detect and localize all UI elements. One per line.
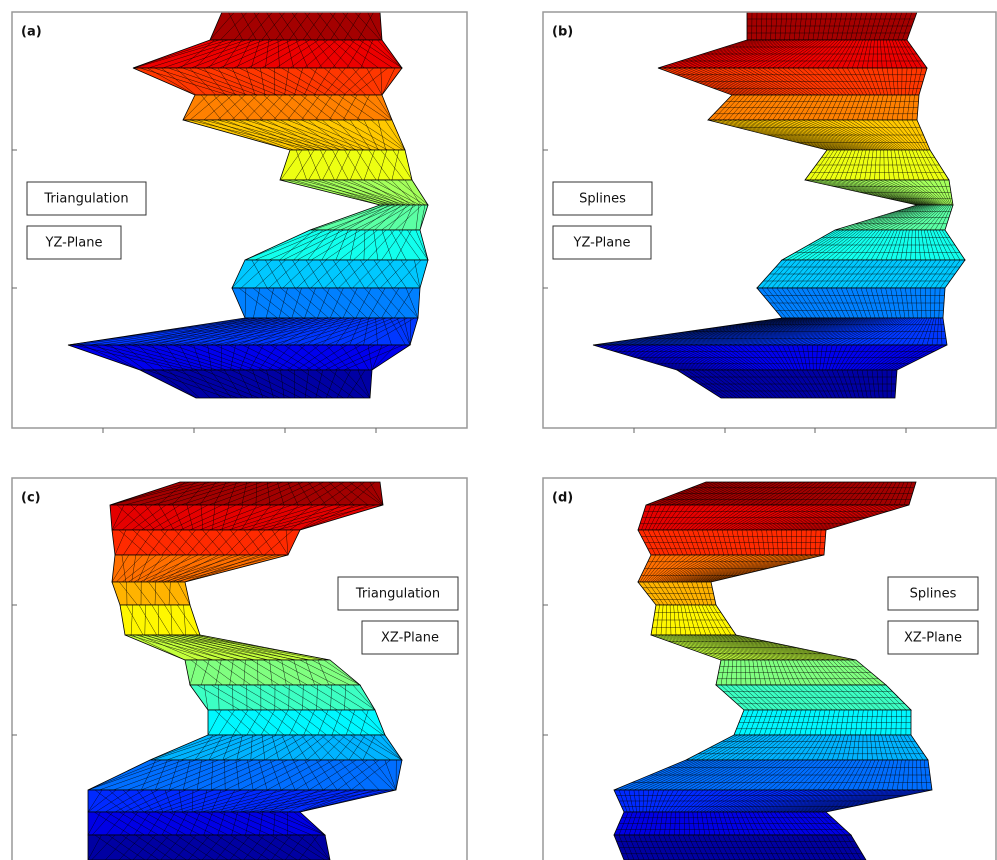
panel-label: (a) [21,25,42,40]
surface-band [68,318,418,345]
label-text: YZ-Plane [45,236,103,251]
surface-band [232,260,428,288]
surface-band [68,345,410,370]
label-text: Splines [579,192,626,207]
surface-band [210,12,382,40]
label-text: Splines [910,587,957,602]
panel-label: (d) [552,491,573,506]
surface-band [245,230,428,260]
surfaces [68,12,965,860]
surface-band [208,710,385,735]
label-text: XZ-Plane [904,631,962,646]
surface-band [133,40,402,68]
surface-band [183,95,392,120]
surface-band [150,735,402,760]
label-text: YZ-Plane [573,236,631,251]
label-text: XZ-Plane [381,631,439,646]
panel-label: (b) [552,25,573,40]
label-text: Triangulation [355,587,440,602]
figure: (a) Triangulation YZ-Plane (b) Splines YZ-Pla… [0,0,997,860]
label-text: Triangulation [43,192,128,207]
panel-label: (c) [21,491,41,506]
